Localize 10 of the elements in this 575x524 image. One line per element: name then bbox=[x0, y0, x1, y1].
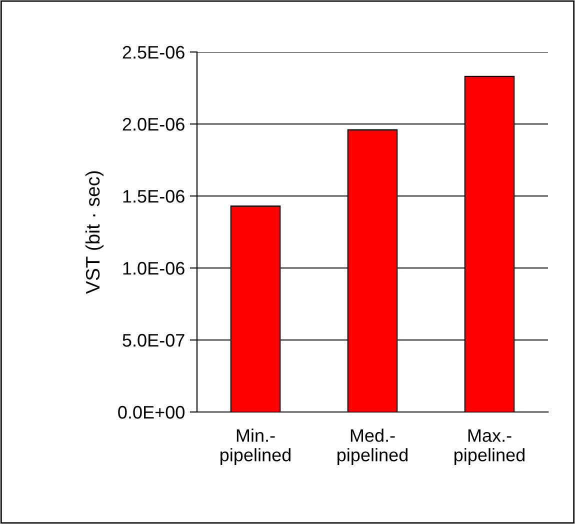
y-tick-label: 0.0E+00 bbox=[118, 406, 184, 419]
y-tick-label: 5.0E-07 bbox=[122, 334, 184, 347]
y-tick-label: 2.0E-06 bbox=[122, 118, 184, 131]
x-tick-label: Med.- pipelined bbox=[338, 428, 408, 465]
x-tick-label: Min.- pipelined bbox=[220, 428, 290, 465]
y-tick-label: 1.0E-06 bbox=[123, 262, 184, 275]
x-tick-label: Max.- pipelined bbox=[454, 429, 524, 465]
y-tick-label: 1.5E-06 bbox=[123, 190, 184, 203]
y-tick-label: 2.5E-06 bbox=[122, 46, 184, 59]
y-axis-title: VST (bit · sec) bbox=[85, 171, 104, 294]
